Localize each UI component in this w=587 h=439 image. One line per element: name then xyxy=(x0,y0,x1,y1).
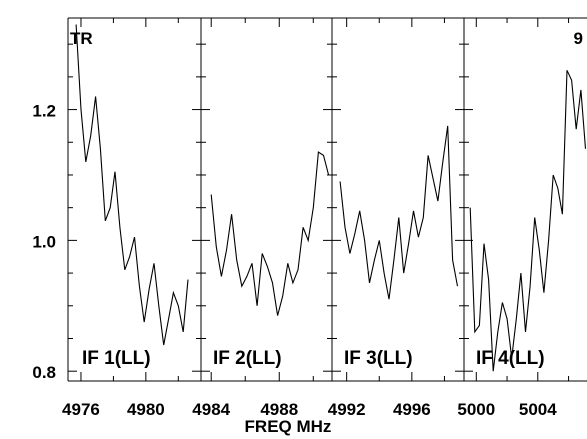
x-tick-label: 4976 xyxy=(62,400,100,419)
panel-1: 4976 4980 IF 1(LL) xyxy=(62,18,201,419)
panel-4: 5000 5004 IF 4(LL) xyxy=(457,18,587,419)
y-tick-label: 1.2 xyxy=(32,102,56,121)
x-tick-label: 5004 xyxy=(519,400,557,419)
y-tick-label: 0.8 xyxy=(32,363,56,382)
panel-3: 4992 4996 IF 3(LL) xyxy=(328,18,464,419)
x-tick-label: 4988 xyxy=(260,400,298,419)
panel-label: IF 3(LL) xyxy=(344,348,413,369)
series-line xyxy=(210,151,330,316)
series-line xyxy=(469,70,587,372)
y-axis: 0.8 1.0 1.2 xyxy=(32,102,56,383)
panel-2: 4984 4988 IF 2(LL) xyxy=(192,18,332,419)
series-line xyxy=(75,24,189,346)
corner-label-left: TR xyxy=(70,29,93,48)
panel-label: IF 2(LL) xyxy=(213,348,282,369)
x-axis-label: FREQ MHz xyxy=(245,417,332,436)
x-tick-label: 5000 xyxy=(457,400,495,419)
y-tick-label: 1.0 xyxy=(32,232,56,251)
panels: 4976 4980 IF 1(LL) 4984 4988 IF 2(LL) 4992 4996… xyxy=(62,18,587,419)
x-tick-label: 4980 xyxy=(127,400,165,419)
panel-label: IF 1(LL) xyxy=(82,348,151,369)
panel-label: IF 4(LL) xyxy=(476,348,545,369)
corner-label-right: 9 xyxy=(574,29,583,48)
x-tick-label: 4984 xyxy=(192,400,230,419)
x-tick-label: 4996 xyxy=(393,400,431,419)
x-tick-label: 4992 xyxy=(328,400,366,419)
plot-frame xyxy=(67,17,587,382)
series-line xyxy=(339,125,459,300)
